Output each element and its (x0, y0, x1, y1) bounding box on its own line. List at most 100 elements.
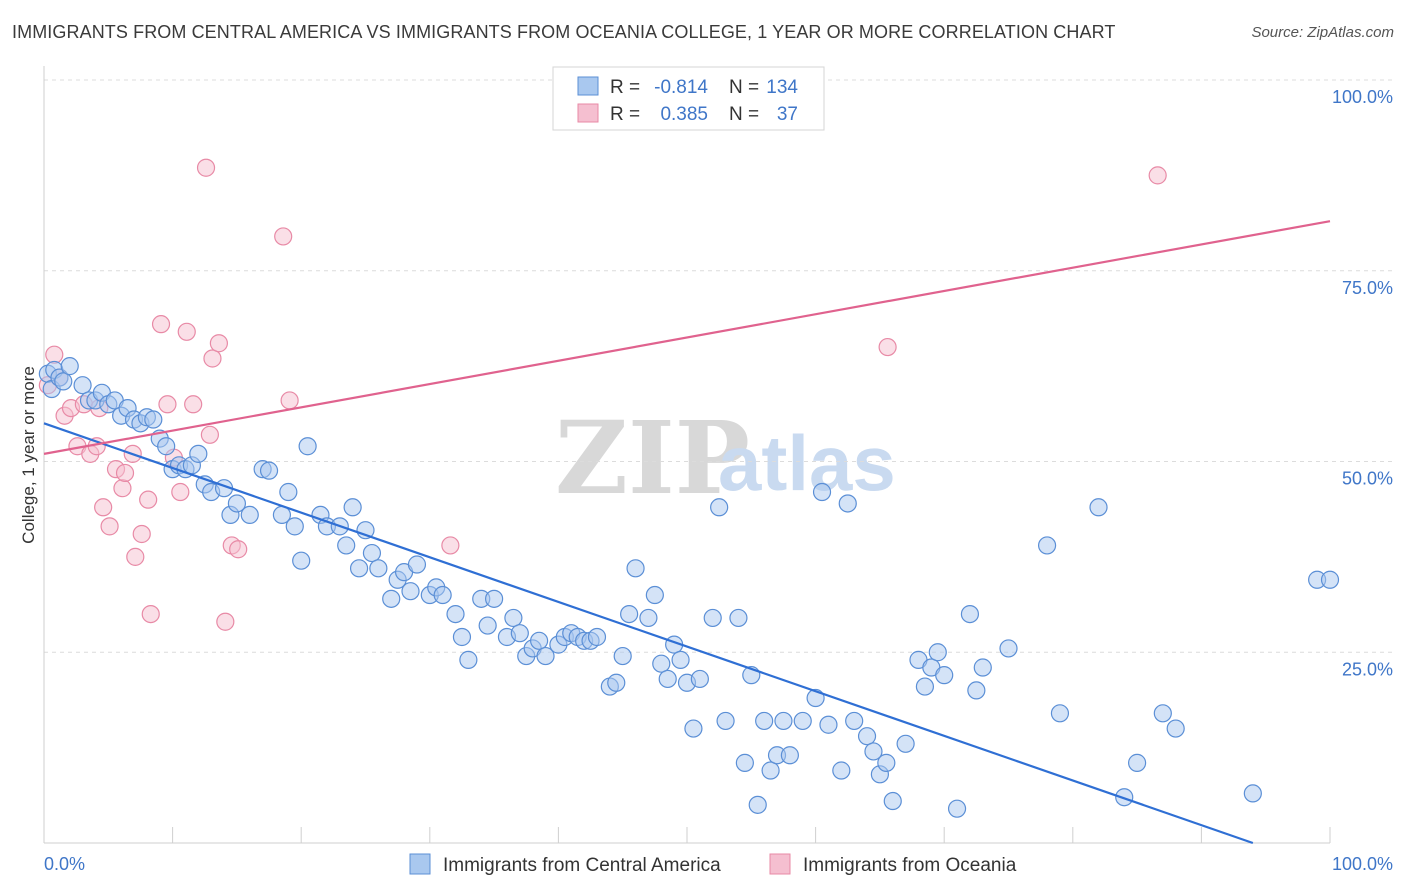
data-point (100, 517, 119, 536)
legend-swatch-central-america (577, 76, 599, 96)
data-point (812, 482, 832, 502)
data-point (274, 227, 293, 246)
data-point (171, 482, 190, 502)
data-point (587, 627, 607, 647)
data-point (761, 761, 780, 780)
data-point (780, 746, 799, 765)
series-legend: Immigrants from Central America Immigran… (409, 853, 1017, 876)
data-point (613, 646, 632, 666)
chart-title: IMMIGRANTS FROM CENTRAL AMERICA VS IMMIG… (12, 22, 1116, 42)
data-point (626, 559, 645, 578)
data-point (227, 494, 246, 513)
data-point (671, 650, 690, 669)
legend-r-label-1: R = (610, 77, 640, 98)
bottom-legend-label-oceania: Immigrants from Oceania (803, 855, 1017, 876)
data-point (362, 543, 382, 563)
data-point (793, 711, 812, 731)
data-point (478, 616, 497, 635)
data-point (54, 372, 73, 391)
data-point (1148, 166, 1167, 185)
data-point (240, 505, 259, 525)
legend-n-label-1: N = (729, 77, 759, 98)
data-point (864, 742, 883, 761)
data-point (285, 517, 304, 536)
legend-r-label-2: R = (610, 104, 640, 125)
data-point (774, 711, 793, 731)
data-point (151, 315, 171, 334)
data-point (652, 654, 671, 673)
data-point (967, 681, 986, 700)
data-point (157, 437, 176, 456)
data-point (716, 711, 735, 731)
data-point (452, 627, 472, 647)
data-point (857, 727, 877, 746)
data-point (144, 410, 163, 429)
data-point (189, 444, 208, 463)
data-point (607, 673, 626, 692)
data-point (883, 791, 902, 811)
data-point (343, 498, 362, 517)
bottom-legend-label-central-america: Immigrants from Central America (443, 855, 721, 876)
x-axis-ticks (43, 827, 1331, 843)
data-point (620, 604, 639, 624)
data-point (832, 761, 851, 780)
data-point (177, 322, 196, 341)
legend-n-label-2: N = (729, 104, 759, 125)
bottom-legend-swatch-central-america (409, 853, 431, 875)
data-point (690, 669, 709, 689)
data-point (935, 666, 954, 685)
data-point (292, 551, 311, 570)
data-point (126, 547, 145, 566)
data-point (45, 345, 64, 364)
data-point (819, 715, 838, 734)
data-point (684, 719, 703, 738)
data-point (229, 540, 248, 559)
data-point (1050, 704, 1070, 723)
data-point (645, 585, 664, 605)
legend-n-value-2: 37 (777, 104, 798, 125)
y-tick-labels: 100.0% 75.0% 50.0% 25.0% (1332, 87, 1393, 679)
legend-r-value-1: -0.814 (654, 77, 708, 98)
gridlines (44, 79, 1393, 653)
trend-line-central-america (43, 422, 1254, 845)
data-point (60, 357, 79, 376)
data-point (349, 559, 369, 578)
data-point (337, 536, 356, 555)
data-point (382, 589, 401, 608)
data-point (113, 479, 132, 498)
data-point (1089, 498, 1108, 517)
data-point (433, 585, 452, 605)
data-point (446, 604, 465, 624)
data-point (530, 631, 549, 650)
data-point (485, 589, 504, 608)
data-point (928, 643, 947, 662)
data-point (1153, 704, 1172, 723)
legend-n-value-1: 134 (766, 77, 798, 98)
trend-line-oceania (43, 220, 1331, 455)
data-point (896, 734, 915, 753)
data-point (703, 608, 722, 628)
data-point (209, 334, 228, 353)
data-point (1320, 570, 1340, 589)
watermark-atlas: atlas (718, 419, 896, 507)
data-point (915, 677, 935, 696)
data-point (999, 639, 1018, 658)
series-oceania-points (38, 158, 1167, 631)
data-point (536, 646, 555, 666)
series-central-america-points (38, 357, 1340, 818)
data-point (973, 658, 992, 677)
data-point (115, 463, 135, 483)
data-point (459, 650, 478, 669)
source-label: Source: ZipAtlas.com (1251, 24, 1394, 41)
data-point (658, 669, 677, 689)
data-point (877, 753, 896, 772)
data-point (755, 711, 774, 731)
data-point (838, 494, 857, 513)
data-point (216, 612, 235, 631)
data-point (279, 482, 298, 502)
data-point (196, 158, 216, 177)
data-point (504, 608, 523, 628)
data-point (735, 753, 754, 772)
data-point (639, 608, 658, 628)
